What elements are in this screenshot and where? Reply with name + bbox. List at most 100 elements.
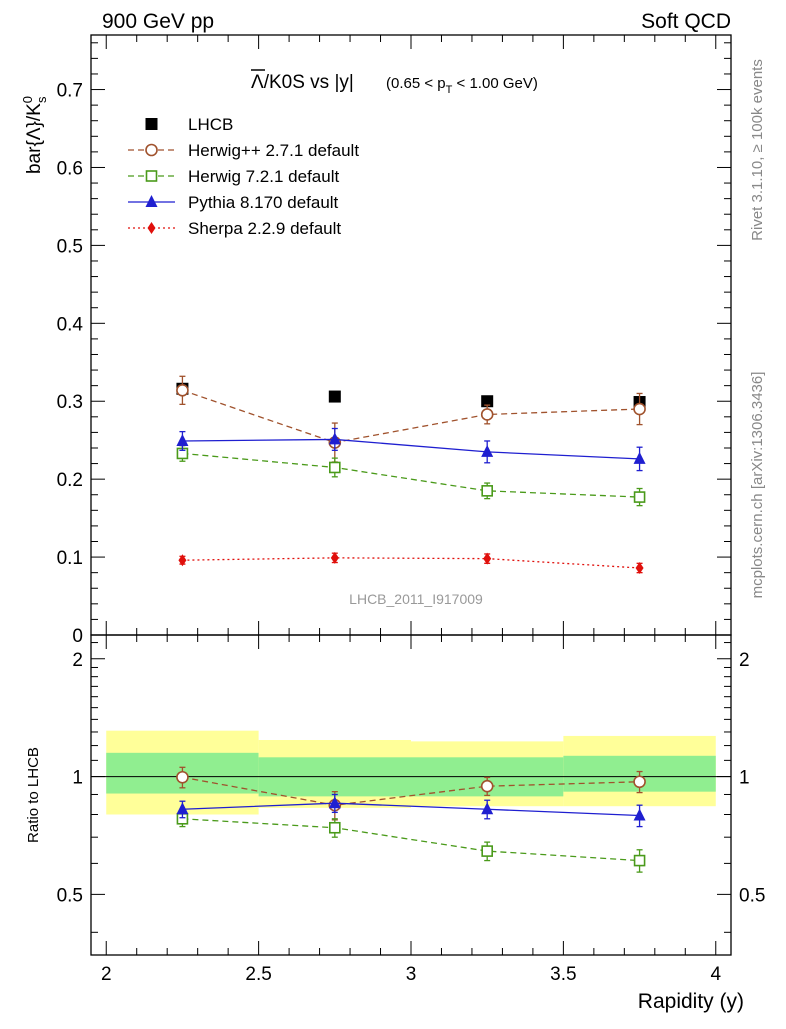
main-point-0-2 — [481, 395, 494, 408]
ratio-series-1 — [176, 810, 646, 873]
title-overbar-symbol: Λ — [251, 72, 264, 93]
ratio-point-1-3 — [633, 854, 646, 867]
svg-text:Λ/K0S vs |y|: Λ/K0S vs |y| — [251, 72, 354, 93]
legend-label-1: Herwig++ 2.7.1 default — [188, 141, 359, 160]
main-ylabel: bar{Λ}/K0s — [20, 96, 49, 174]
ylabel-main: bar{Λ}/K — [24, 103, 45, 174]
ratio-ytick-label-left-2: 2 — [72, 650, 83, 671]
main-point-1-3 — [633, 402, 646, 416]
main-point-4-3 — [635, 561, 644, 574]
ratio-series-line-1 — [182, 818, 640, 862]
ratio-xtick-label-4: 4 — [710, 964, 721, 985]
main-ytick-label-2: 0.2 — [57, 470, 83, 491]
axes: 0 0.1 0.2 0.3 0.4 0.5 0.6 0.7 2 2.5 3 3.5 4 0.5 0.5 1 1 2… — [57, 34, 765, 985]
ylabel-sub: s — [34, 96, 49, 103]
main-ytick-label-6: 0.6 — [57, 158, 83, 179]
ratio-series-0 — [176, 766, 646, 821]
x-axis-label: Rapidity (y) — [638, 990, 744, 1013]
main-title: Λ/K0S vs |y| (0.65 < pT < 1.00 GeV) — [251, 69, 538, 96]
ratio-xtick-label-2: 3 — [406, 964, 417, 985]
header-right: Soft QCD — [641, 10, 731, 33]
main-point-1-2 — [480, 408, 494, 421]
ratio-xtick-label-1: 2.5 — [245, 964, 271, 985]
main-ytick-label-4: 0.4 — [57, 314, 84, 335]
ratio-point-0-2 — [480, 779, 494, 793]
svg-text:(0.65 < pT < 1.00 GeV): (0.65 < pT < 1.00 GeV) — [386, 75, 538, 96]
main-point-3-1 — [328, 432, 341, 445]
main-ytick-label-7: 0.7 — [57, 81, 83, 102]
main-point-1-0 — [176, 384, 189, 397]
main-point-2-3 — [633, 491, 646, 503]
ratio-bands — [91, 730, 731, 815]
ylabel-sup: 0 — [20, 96, 35, 103]
ratio-ytick-label-left-0: 0.5 — [57, 885, 83, 906]
legend-label-2: Herwig 7.2.1 default — [188, 167, 339, 186]
ratio-ytick-label-right-1: 1 — [739, 768, 750, 789]
ratio-xtick-label-0: 2 — [101, 964, 112, 985]
main-series — [176, 375, 646, 574]
header-left: 900 GeV pp — [102, 10, 214, 33]
main-series-line-4 — [182, 557, 640, 569]
main-series-line-2 — [182, 452, 640, 498]
legend-entry-4: Sherpa 2.2.9 default — [128, 219, 341, 238]
main-series-4 — [178, 551, 644, 574]
ratio-ylabel: Ratio to LHCB — [25, 747, 42, 843]
legend-entry-3: Pythia 8.170 default — [128, 193, 339, 212]
main-point-4-2 — [483, 552, 492, 565]
ratio-series-2 — [176, 793, 646, 828]
analysis-watermark: LHCB_2011_I917009 — [349, 591, 483, 607]
title-cut-prefix: (0.65 < p — [386, 75, 446, 92]
main-series-1 — [176, 375, 646, 463]
ratio-ytick-label-right-2: 2 — [739, 650, 750, 671]
legend-marker-3 — [145, 195, 158, 207]
legend-marker-1 — [145, 143, 158, 157]
legend-label-0: LHCB — [188, 115, 233, 134]
legend-entry-0: LHCB — [145, 115, 233, 134]
rivet-label: Rivet 3.1.10, ≥ 100k events — [749, 59, 766, 241]
main-point-0-1 — [328, 390, 341, 403]
main-series-3 — [176, 427, 646, 472]
ratio-series — [176, 766, 646, 873]
ratio-point-0-0 — [176, 770, 189, 784]
main-frame — [90, 34, 732, 636]
ratio-xtick-label-3: 3.5 — [550, 964, 576, 985]
ratio-ytick-label-left-1: 1 — [72, 768, 83, 789]
main-ytick-label-5: 0.5 — [57, 236, 83, 257]
ratio-point-1-1 — [329, 821, 341, 834]
main-series-line-1 — [182, 389, 640, 444]
ratio-point-2-2 — [481, 802, 494, 815]
legend-marker-4 — [147, 222, 156, 234]
main-point-3-3 — [633, 451, 646, 464]
legend: LHCB Herwig++ 2.7.1 default Herwig 7.2.1 d… — [128, 115, 359, 238]
legend-marker-0 — [145, 118, 158, 130]
ratio-series-line-0 — [182, 776, 640, 806]
ratio-point-2-0 — [176, 802, 189, 815]
main-point-2-1 — [329, 461, 341, 474]
main-point-2-2 — [481, 485, 493, 497]
main-series-line-3 — [182, 438, 640, 460]
main-point-3-2 — [481, 444, 494, 457]
legend-entry-2: Herwig 7.2.1 default — [128, 167, 339, 186]
main-series-0 — [176, 382, 646, 409]
title-cut-sub: T — [446, 84, 453, 96]
main-ytick-label-1: 0.1 — [57, 548, 83, 569]
main-point-4-0 — [178, 554, 187, 567]
ratio-series-line-2 — [182, 802, 640, 817]
main-series-2 — [176, 444, 646, 507]
ratio-ytick-label-right-0: 0.5 — [739, 885, 765, 906]
main-ytick-label-3: 0.3 — [57, 392, 83, 413]
main-point-3-0 — [176, 433, 189, 446]
svg-text:bar{Λ}/K0s: bar{Λ}/K0s — [20, 96, 49, 174]
mcplots-label: mcplots.cern.ch [arXiv:1306.3436] — [749, 372, 766, 599]
main-ytick-label-0: 0 — [72, 626, 83, 647]
ratio-point-2-1 — [328, 796, 341, 809]
legend-entry-1: Herwig++ 2.7.1 default — [128, 141, 359, 160]
title-cut-suffix: < 1.00 GeV) — [452, 75, 537, 92]
legend-label-3: Pythia 8.170 default — [188, 193, 339, 212]
ratio-point-1-2 — [481, 845, 493, 857]
title-rest: /K0S vs |y| — [264, 72, 354, 93]
ratio-point-2-3 — [633, 808, 646, 821]
legend-label-4: Sherpa 2.2.9 default — [188, 219, 341, 238]
